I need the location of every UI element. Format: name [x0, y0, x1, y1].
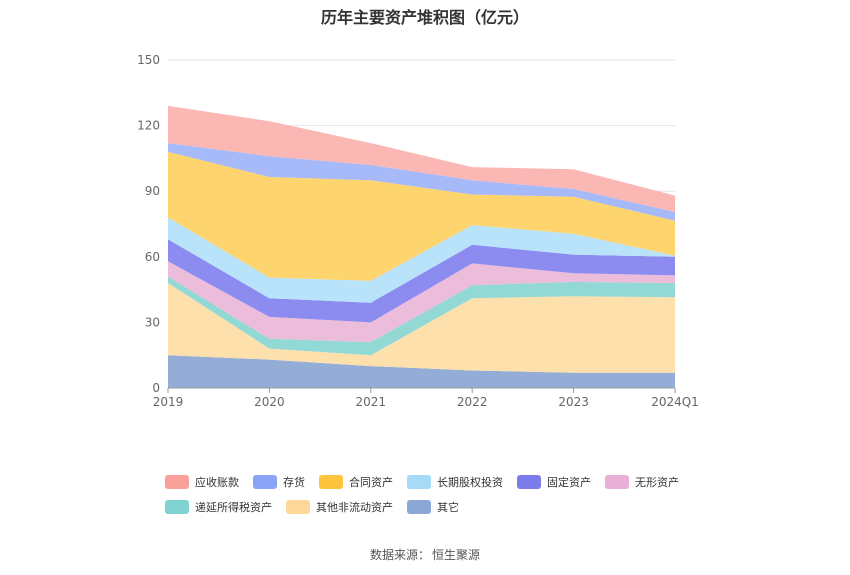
legend-label: 合同资产 [349, 475, 393, 489]
y-tick-label: 120 [137, 119, 160, 133]
y-tick-label: 30 [145, 315, 160, 329]
legend-item[interactable]: 其它 [407, 497, 459, 516]
legend-swatch [165, 474, 189, 489]
x-tick-label: 2021 [356, 395, 387, 409]
legend-item[interactable]: 无形资产 [605, 472, 679, 491]
x-tick-label: 2023 [558, 395, 589, 409]
area-series [168, 276, 675, 356]
legend-label: 无形资产 [635, 475, 679, 489]
source-label: 数据来源： [369, 548, 430, 562]
legend-swatch [253, 474, 277, 489]
y-tick-label: 90 [145, 184, 160, 198]
legend-label: 存货 [283, 475, 305, 489]
legend-item[interactable]: 应收账款 [165, 472, 239, 491]
area-series [168, 217, 675, 303]
legend-label: 固定资产 [547, 475, 591, 489]
stacked-area-plot: 0 30 60 90 120 150 2019 2020 2021 2022 2023 2024Q1 [137, 53, 699, 409]
legend-swatch [605, 474, 629, 489]
legend-label: 其他非流动资产 [316, 500, 393, 514]
legend-item[interactable]: 固定资产 [517, 472, 591, 491]
area-series [168, 105, 675, 212]
legend-item[interactable]: 合同资产 [319, 472, 393, 491]
x-tick-label: 2022 [457, 395, 488, 409]
legend-label: 长期股权投资 [437, 475, 503, 489]
legend-item[interactable]: 长期股权投资 [407, 472, 503, 491]
area-series [168, 239, 675, 323]
x-tick-label: 2019 [153, 395, 184, 409]
y-tick-label: 0 [152, 381, 160, 395]
x-tick-label: 2020 [254, 395, 285, 409]
legend-label: 递延所得税资产 [195, 500, 272, 514]
legend-label: 其它 [437, 500, 459, 514]
area-series [168, 283, 675, 373]
chart-title: 历年主要资产堆积图（亿元） [320, 8, 529, 27]
legend-swatch [517, 474, 541, 489]
area-series [168, 151, 675, 281]
source-value: 恒生聚源 [432, 548, 481, 562]
legend-label: 应收账款 [195, 475, 239, 489]
y-tick-label: 60 [145, 250, 160, 264]
legend-swatch [407, 499, 431, 514]
legend-swatch [165, 499, 189, 514]
legend-swatch [407, 474, 431, 489]
legend-swatch [319, 474, 343, 489]
legend-swatch [286, 499, 310, 514]
area-series [168, 143, 675, 221]
legend-item[interactable]: 存货 [253, 472, 305, 491]
x-tick-label: 2024Q1 [651, 395, 699, 409]
data-source: 数据来源： 恒生聚源 [0, 546, 850, 563]
chart-legend: 应收账款 存货 合同资产 长期股权投资 固定资产 无形资产递延所得税资产 其他非流动资产 其它 [165, 472, 725, 516]
legend-item[interactable]: 其他非流动资产 [286, 497, 393, 516]
area-series [168, 355, 675, 388]
area-series [168, 261, 675, 343]
y-tick-label: 150 [137, 53, 160, 67]
legend-item[interactable]: 递延所得税资产 [165, 497, 272, 516]
